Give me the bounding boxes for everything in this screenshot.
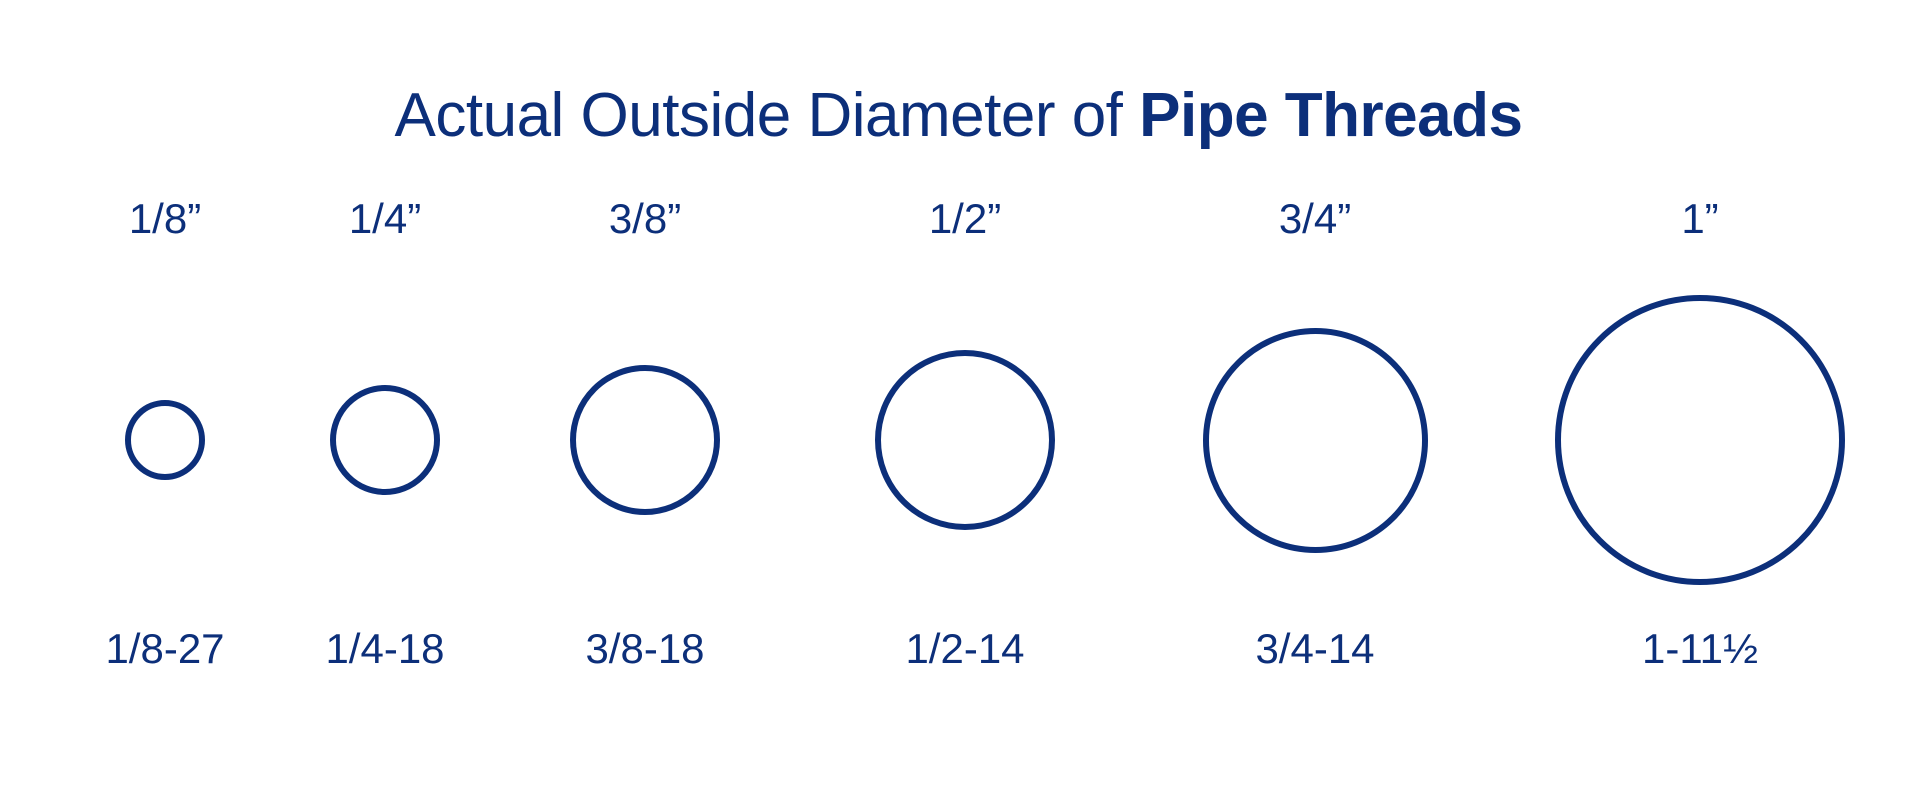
thread-spec-label: 1/2-14: [905, 625, 1024, 673]
thread-spec-label: 1/4-18: [325, 625, 444, 673]
top-labels-row: 1/8” 1/4” 3/8” 1/2” 3/4” 1”: [0, 195, 1917, 243]
thread-spec-label: 1/8-27: [105, 625, 224, 673]
thread-spec-label: 3/8-18: [585, 625, 704, 673]
pipe-diameter-circle: [1203, 328, 1428, 553]
pipe-diameter-circle: [330, 385, 440, 495]
chart-title: Actual Outside Diameter of Pipe Threads: [0, 80, 1917, 151]
pipe-diameter-circle: [1555, 295, 1845, 585]
title-bold: Pipe Threads: [1139, 81, 1522, 150]
bottom-labels-row: 1/8-27 1/4-18 3/8-18 1/2-14 3/4-14 1-11½: [0, 625, 1917, 673]
pipe-diameter-circle: [570, 365, 720, 515]
thread-spec-label: 3/4-14: [1255, 625, 1374, 673]
size-label-top: 3/8”: [609, 195, 681, 243]
size-label-top: 1/4”: [349, 195, 421, 243]
pipe-diameter-circle: [875, 350, 1055, 530]
circles-row: [0, 280, 1917, 600]
title-light: Actual Outside Diameter of: [395, 81, 1140, 150]
size-label-top: 1/2”: [929, 195, 1001, 243]
pipe-diameter-circle: [125, 400, 205, 480]
thread-spec-label: 1-11½: [1642, 625, 1758, 673]
size-label-top: 3/4”: [1279, 195, 1351, 243]
size-label-top: 1/8”: [129, 195, 201, 243]
size-label-top: 1”: [1681, 195, 1718, 243]
